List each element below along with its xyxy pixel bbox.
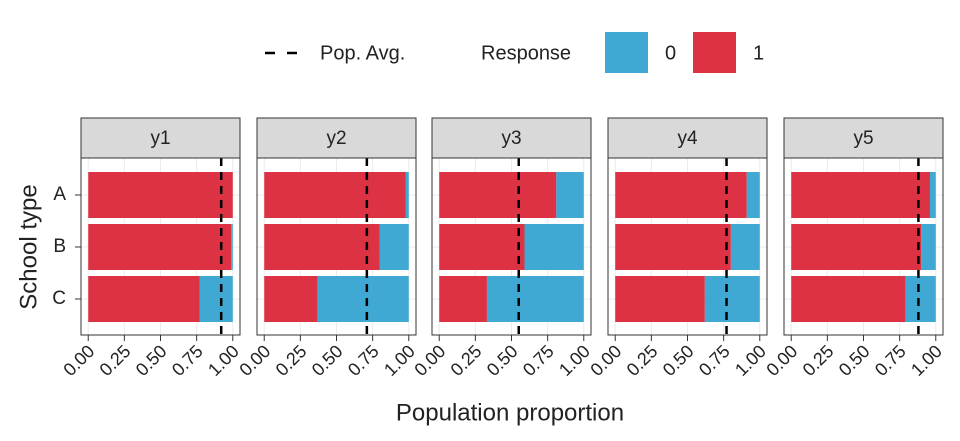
bar	[88, 172, 233, 218]
x-tick-label: 1.00	[907, 341, 946, 380]
x-tick-label: 0.25	[96, 341, 135, 380]
bar	[439, 172, 557, 218]
bar	[524, 224, 584, 270]
bar	[317, 276, 409, 322]
x-tick-label: 0.00	[410, 341, 449, 380]
bar	[791, 172, 930, 218]
strip-label: y2	[326, 128, 346, 149]
x-tick-label: 0.25	[799, 341, 838, 380]
bar	[704, 276, 760, 322]
panel-border	[431, 157, 592, 336]
x-tick-label: 0.75	[519, 341, 558, 380]
bar	[439, 224, 525, 270]
strip	[431, 117, 592, 159]
strip-label: y3	[501, 128, 521, 149]
bar	[791, 276, 906, 322]
bar	[379, 224, 409, 270]
strip-label: y5	[853, 128, 873, 149]
bar	[615, 224, 731, 270]
x-tick-label: 0.50	[835, 341, 874, 380]
x-tick-label: 0.25	[447, 341, 486, 380]
bar	[746, 172, 760, 218]
panel-border	[256, 157, 417, 336]
y-tick-label: C	[52, 288, 66, 309]
bar	[615, 172, 747, 218]
bar	[486, 276, 584, 322]
x-tick-label: 0.25	[272, 341, 311, 380]
bar	[88, 276, 200, 322]
bar	[921, 224, 936, 270]
legend-title: Response	[481, 42, 571, 64]
y-tick-label: B	[53, 236, 66, 257]
x-tick-label: 0.00	[59, 341, 98, 380]
y-tick-label: A	[53, 184, 66, 205]
x-tick-label: 0.75	[871, 341, 910, 380]
bar	[405, 172, 409, 218]
x-tick-label: 0.50	[132, 341, 171, 380]
panel-border	[783, 157, 944, 336]
bar	[199, 276, 233, 322]
x-axis-label: Population proportion	[396, 399, 624, 426]
bar	[730, 224, 760, 270]
strip-label: y1	[150, 128, 170, 149]
strip-label: y4	[677, 128, 698, 149]
x-tick-label: 0.75	[168, 341, 207, 380]
y-axis-label: School type	[15, 184, 42, 309]
x-tick-label: 0.00	[762, 341, 801, 380]
bar	[88, 224, 232, 270]
legend-swatch	[605, 32, 648, 73]
panel-border	[80, 157, 241, 336]
bar	[791, 224, 922, 270]
x-tick-label: 1.00	[380, 341, 419, 380]
x-tick-label: 0.25	[623, 341, 662, 380]
bar	[556, 172, 584, 218]
x-tick-label: 0.00	[235, 341, 274, 380]
bar	[439, 276, 487, 322]
strip	[783, 117, 944, 159]
bar	[264, 276, 318, 322]
legend-label: 1	[753, 42, 764, 64]
strip	[80, 117, 241, 159]
legend-label: 0	[665, 42, 676, 64]
bar	[264, 224, 380, 270]
x-tick-label: 0.75	[695, 341, 734, 380]
bar	[905, 276, 936, 322]
bar	[929, 172, 936, 218]
x-tick-label: 0.75	[344, 341, 383, 380]
panel-border	[607, 157, 768, 336]
x-tick-label: 0.00	[586, 341, 625, 380]
x-tick-label: 1.00	[204, 341, 243, 380]
x-tick-label: 0.50	[483, 341, 522, 380]
legend-swatch	[693, 32, 736, 73]
x-tick-label: 1.00	[731, 341, 770, 380]
x-tick-label: 0.50	[659, 341, 698, 380]
bar	[264, 172, 406, 218]
legend-avg-label: Pop. Avg.	[320, 42, 405, 64]
bar	[615, 276, 705, 322]
bar	[231, 224, 233, 270]
strip	[607, 117, 768, 159]
x-tick-label: 1.00	[555, 341, 594, 380]
x-tick-label: 0.50	[308, 341, 347, 380]
